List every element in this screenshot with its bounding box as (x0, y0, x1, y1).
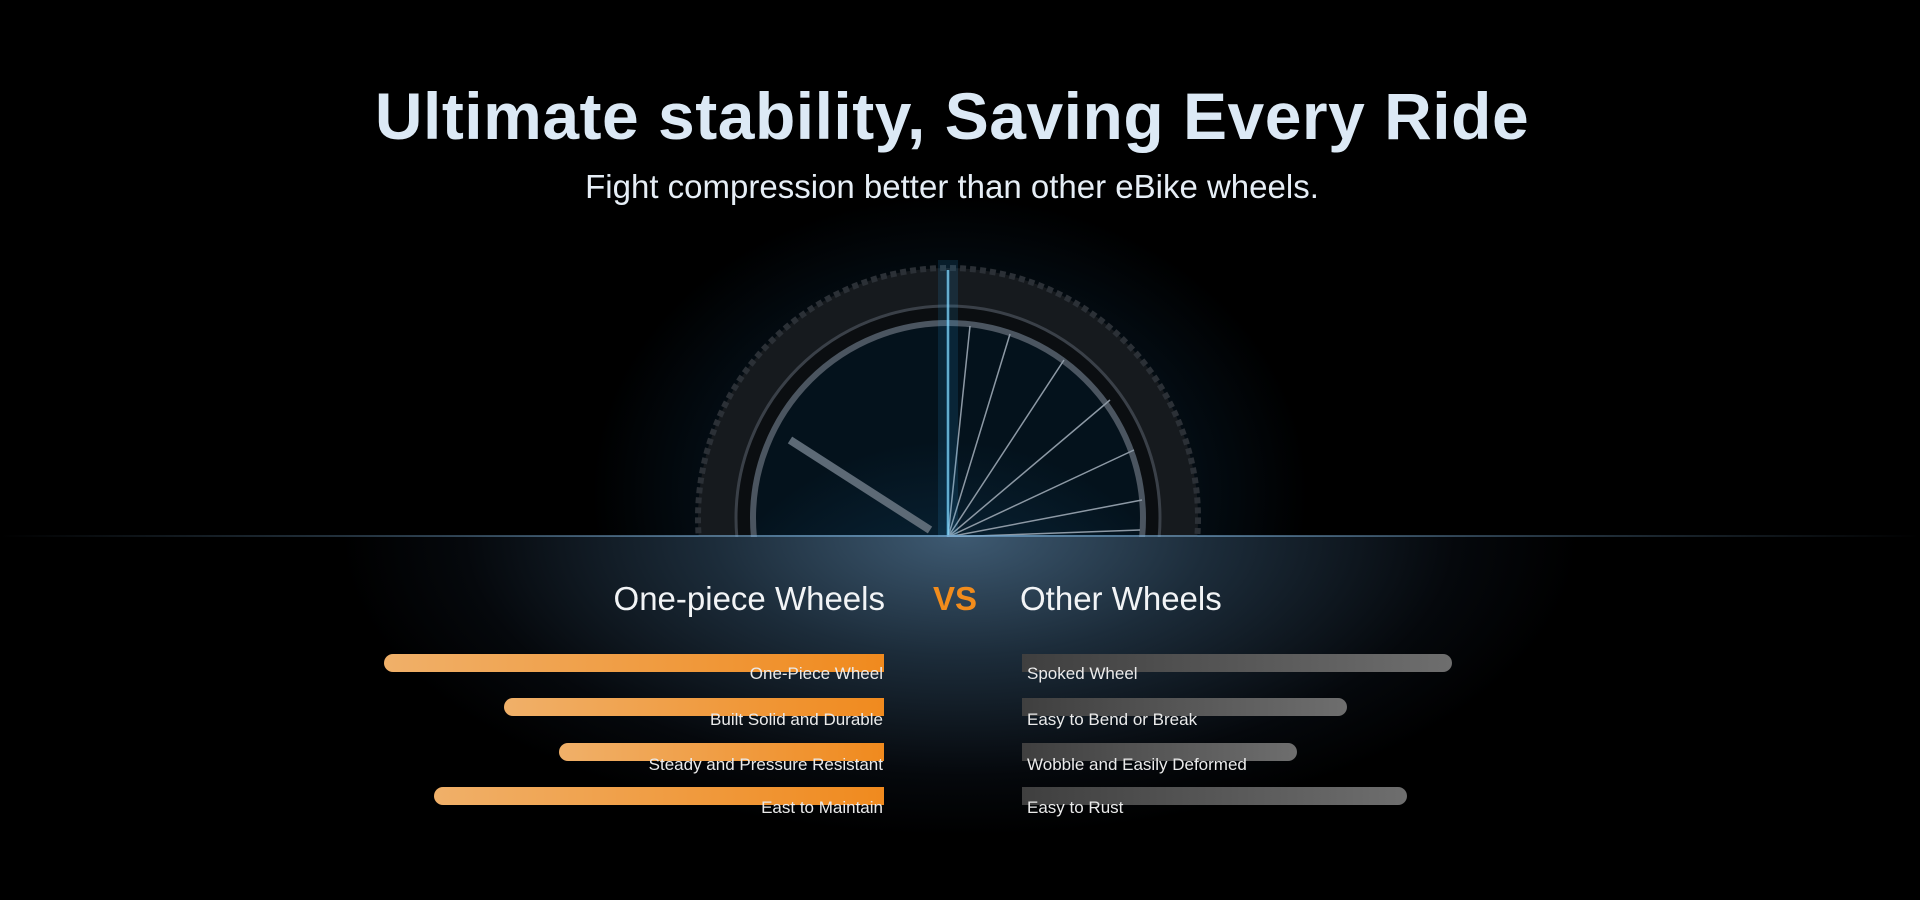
page-subtitle: Fight compression better than other eBik… (585, 168, 1319, 205)
left-bar (384, 654, 884, 672)
right-bar-label: Wobble and Easily Deformed (1027, 755, 1247, 774)
right-bar (1022, 654, 1452, 672)
right-bar (1022, 698, 1347, 716)
right-bar-label: Spoked Wheel (1027, 664, 1138, 683)
left-bar-label: Built Solid and Durable (710, 710, 883, 729)
floor-backdrop (0, 536, 1920, 900)
page-title: Ultimate stability, Saving Every Ride (374, 79, 1530, 153)
left-heading: One-piece Wheels (613, 580, 885, 617)
right-bar (1022, 743, 1297, 761)
wheel-comparison-image (670, 260, 1226, 537)
left-bar-label: One-Piece Wheel (749, 664, 883, 683)
right-bar (1022, 787, 1407, 805)
left-bar-label: Steady and Pressure Resistant (648, 755, 883, 774)
horizon-line (0, 535, 1920, 537)
left-bar (434, 787, 884, 805)
vs-label: VS (932, 580, 978, 617)
right-heading: Other Wheels (1020, 580, 1222, 617)
left-bar (504, 698, 884, 716)
right-bar-label: Easy to Rust (1027, 798, 1124, 817)
left-bar (559, 743, 884, 761)
left-bar-label: East to Maintain (761, 798, 883, 817)
right-bar-label: Easy to Bend or Break (1027, 710, 1198, 729)
